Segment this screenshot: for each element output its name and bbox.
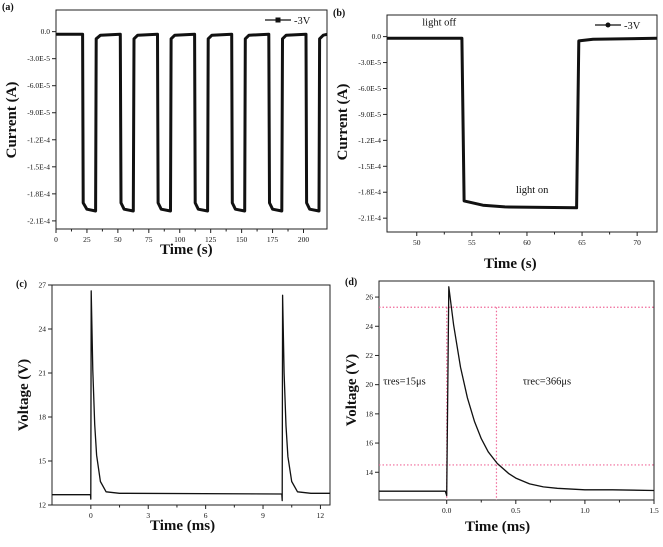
- annotation: τres=15μs: [383, 377, 426, 388]
- y-tick-label: -9.0E-5: [27, 108, 50, 117]
- y-tick-label: -1.2E-4: [358, 136, 381, 145]
- y-tick-label: -3.0E-5: [27, 54, 50, 63]
- y-tick-label: 0.0: [41, 27, 51, 36]
- y-tick-label: 20: [366, 380, 374, 389]
- plot-frame: [386, 14, 658, 233]
- y-tick-label: 14: [366, 468, 374, 477]
- panel-label: (b): [333, 8, 345, 19]
- y-tick-label: 27: [39, 281, 47, 290]
- legend-marker-square: [275, 17, 281, 23]
- x-tick-label: 3: [146, 511, 150, 520]
- x-axis-title: Time (ms): [465, 519, 530, 535]
- x-axis-title: Time (s): [484, 256, 537, 272]
- panel-label: (c): [16, 279, 27, 290]
- y-tick-label: 18: [366, 409, 374, 418]
- x-tick-label: 50: [413, 238, 421, 247]
- annotation: light on: [516, 185, 549, 196]
- panel-b: 50 55 60 65 70 0.0 -3.0E-5 -6.0E-5 -9.0E-5 -1.2E-…: [333, 8, 658, 272]
- x-axis-title: Time (ms): [150, 518, 215, 534]
- plot-frame: [51, 284, 331, 506]
- panel-a: 0 25 50 75 100 125 150 175 200 0.0 -3.0E-5 -6.0E-5 -…: [2, 2, 328, 258]
- x-tick-label: 175: [267, 235, 279, 244]
- x-tick-label: 9: [261, 511, 265, 520]
- x-tick-label: 6: [204, 511, 208, 520]
- x-tick-label: 70: [633, 238, 641, 247]
- data-series-line: [387, 36, 658, 210]
- y-tick-label: -6.0E-5: [27, 81, 50, 90]
- panel-c: 0 3 6 9 12 12 15 18 21 24 27 (c) Time (ms) Voltage (V…: [16, 279, 331, 534]
- y-axis-title: Current (A): [4, 82, 20, 159]
- y-tick-label: -1.8E-4: [358, 188, 381, 197]
- data-series-line: [56, 32, 328, 213]
- y-tick-label: -2.1E-4: [27, 216, 50, 225]
- y-tick-label: -6.0E-5: [358, 84, 381, 93]
- x-tick-label: 25: [83, 235, 91, 244]
- panel-label: (d): [345, 277, 357, 288]
- data-series-line: [52, 290, 330, 502]
- x-tick-label: 75: [145, 235, 153, 244]
- y-tick-label: 24: [366, 322, 374, 331]
- y-axis-title: Voltage (V): [16, 359, 32, 431]
- y-tick-label: 21: [39, 369, 47, 378]
- y-axis-title: Current (A): [335, 84, 351, 161]
- y-axis-title: Voltage (V): [344, 354, 360, 426]
- x-tick-label: 125: [205, 235, 217, 244]
- y-tick-label: -2.1E-4: [358, 214, 381, 223]
- plot-frame: [378, 280, 655, 501]
- x-tick-label: 60: [523, 238, 531, 247]
- x-tick-label: 150: [236, 235, 248, 244]
- legend-marker-circle: [605, 22, 611, 28]
- y-tick-label: -1.2E-4: [27, 135, 50, 144]
- annotation: light off: [422, 17, 456, 28]
- x-tick-label: 0: [54, 235, 58, 244]
- x-tick-label: 200: [298, 235, 310, 244]
- x-tick-label: 0: [89, 511, 93, 520]
- x-tick-label: 55: [468, 238, 476, 247]
- y-tick-label: 24: [39, 325, 47, 334]
- y-tick-label: 22: [366, 351, 374, 360]
- x-tick-label: 1.0: [580, 506, 590, 515]
- panel-label: (a): [2, 2, 14, 13]
- legend-label: -3V: [294, 16, 311, 27]
- y-tick-label: 18: [39, 413, 47, 422]
- annotation: τrec=366μs: [523, 377, 571, 388]
- x-tick-label: 100: [174, 235, 186, 244]
- y-tick-label: -3.0E-5: [358, 58, 381, 67]
- y-tick-label: 16: [366, 439, 374, 448]
- x-tick-label: 50: [114, 235, 122, 244]
- y-tick-label: -9.0E-5: [358, 110, 381, 119]
- x-tick-label: 0.0: [442, 506, 452, 515]
- data-series-line: [379, 286, 655, 497]
- x-tick-label: 65: [578, 238, 586, 247]
- y-tick-label: -1.5E-4: [27, 162, 50, 171]
- x-axis-title: Time (s): [160, 242, 213, 258]
- legend-label: -3V: [624, 21, 641, 32]
- y-tick-label: -1.5E-4: [358, 162, 381, 171]
- y-tick-label: 26: [366, 293, 374, 302]
- x-tick-label: 12: [317, 511, 325, 520]
- x-tick-label: 1.5: [649, 506, 659, 515]
- y-tick-label: -1.8E-4: [27, 189, 50, 198]
- panel-d: 0.0 0.5 1.0 1.5 14 16 18 20 22 24 26 (d) Time (ms) Vo…: [344, 277, 659, 535]
- y-tick-label: 12: [39, 501, 47, 510]
- y-tick-label: 0.0: [372, 32, 382, 41]
- y-tick-label: 15: [39, 457, 47, 466]
- x-tick-label: 0.5: [511, 506, 521, 515]
- plot-frame: [55, 9, 328, 230]
